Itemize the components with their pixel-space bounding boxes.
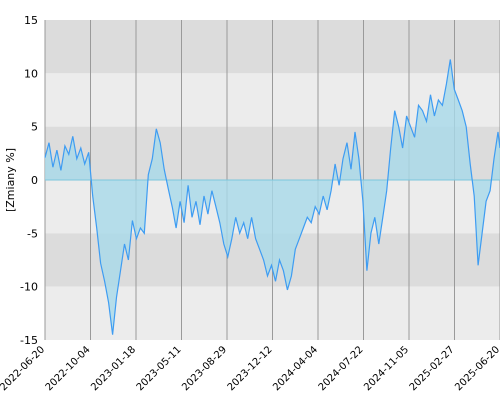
y-tick-label-4: -5 — [27, 227, 38, 240]
x-tick-label-1: 2022-10-04 — [44, 344, 93, 393]
x-tick-label-10: 2025-06-20 — [453, 344, 500, 393]
x-tick-label-6: 2024-04-04 — [271, 344, 320, 393]
x-tick-label-7: 2024-07-22 — [317, 344, 366, 393]
x-tick-label-4: 2023-08-29 — [180, 344, 229, 393]
x-tick-label-2: 2023-01-18 — [89, 344, 138, 393]
x-tick-label-3: 2023-05-11 — [135, 344, 184, 393]
x-tick-label-0: 2022-06-20 — [0, 344, 47, 393]
series-line — [44, 59, 500, 335]
y-tick-label-6: -15 — [20, 334, 38, 347]
x-tick-label-9: 2025-02-27 — [408, 344, 457, 393]
y-tick-label-5: -10 — [20, 281, 38, 294]
x-tick-label-8: 2024-11-05 — [362, 344, 411, 393]
y-tick-labels: 15 10 5 0 -5 -10 -15 — [20, 14, 38, 347]
y-tick-label-0: 15 — [24, 14, 38, 27]
series-area — [45, 59, 500, 335]
x-tick-label-5: 2023-12-12 — [226, 344, 275, 393]
y-tick-label-3: 0 — [31, 174, 38, 187]
y-tick-label-2: 5 — [31, 121, 38, 134]
y-axis-label: [Zmiany %] — [4, 148, 17, 212]
x-tick-labels: 2022-06-202022-10-042023-01-182023-05-11… — [0, 344, 500, 393]
y-tick-label-1: 10 — [24, 67, 38, 80]
